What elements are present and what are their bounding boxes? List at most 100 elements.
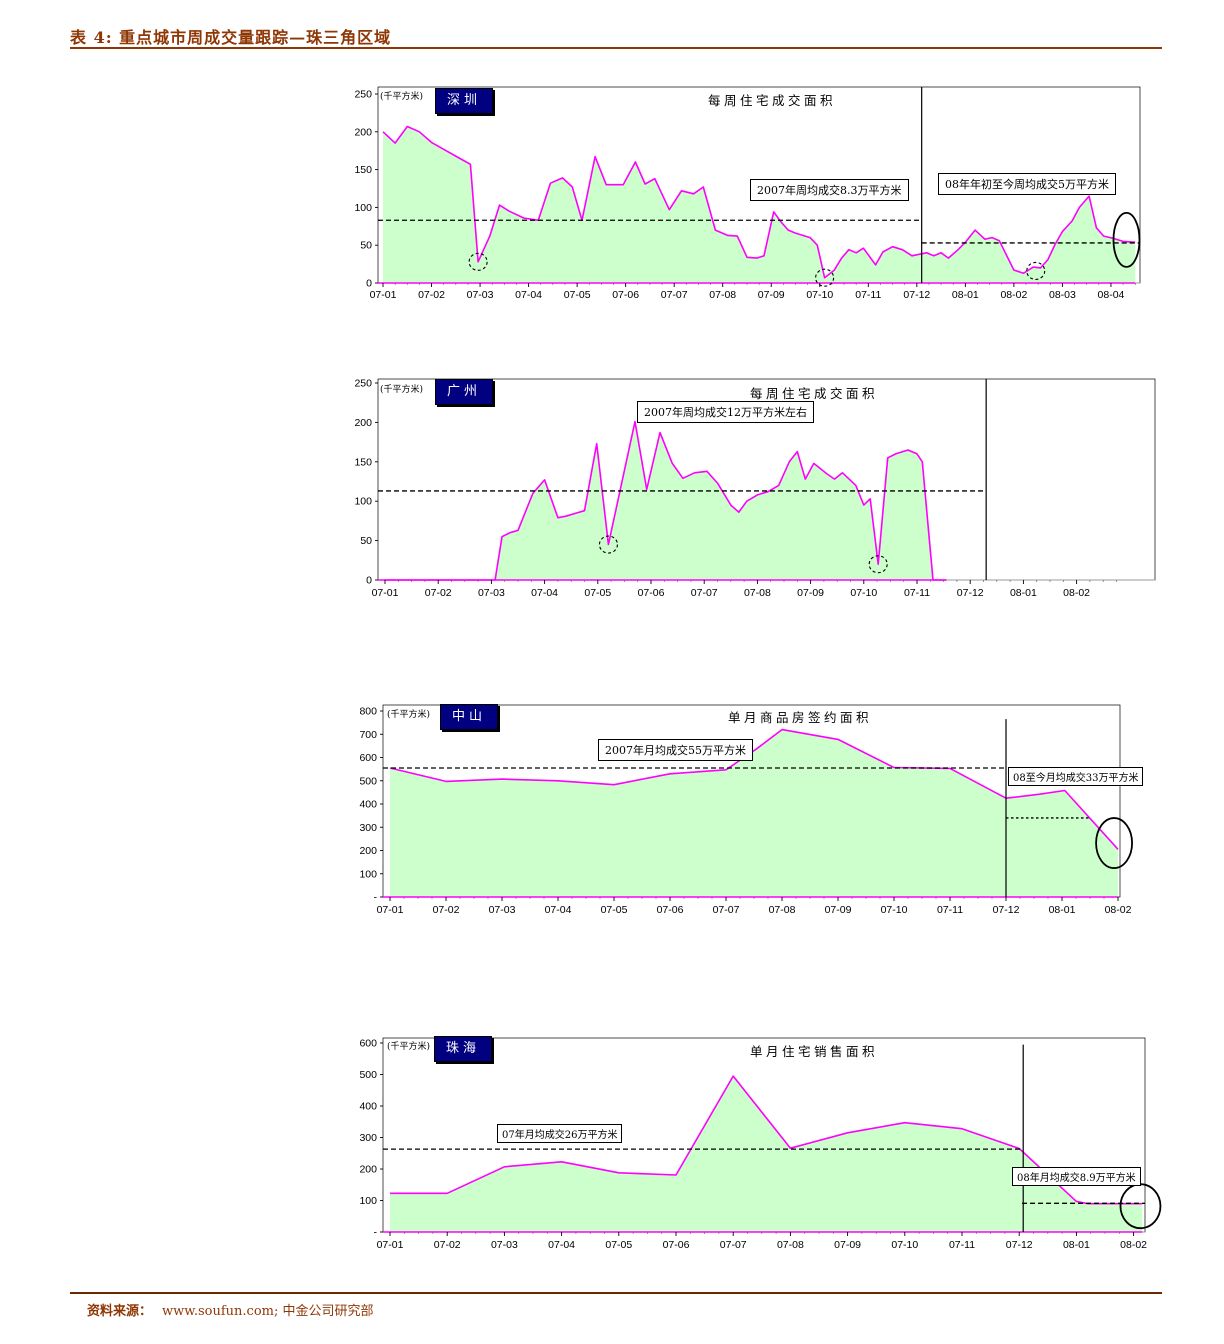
y-axis-unit-label: (千平方米) <box>380 92 424 102</box>
svg-text:08-02: 08-02 <box>1063 587 1090 599</box>
chart-title: 单月商品房签约面积 <box>728 710 873 725</box>
source-line: 资料来源： www.soufun.com; 中金公司研究部 <box>87 1300 374 1319</box>
svg-text:200: 200 <box>354 417 372 429</box>
svg-text:07-07: 07-07 <box>720 1239 747 1251</box>
chart-title: 单月住宅销售面积 <box>750 1044 879 1059</box>
svg-text:50: 50 <box>360 535 372 547</box>
chart-shenzhen-weekly-area: 07-01 07-02 07-03 07-04 07-05 07-06 07-07 07-08… <box>330 85 1170 320</box>
chart-title: 每周住宅成交面积 <box>750 386 879 401</box>
svg-text:250: 250 <box>354 378 372 390</box>
svg-text:07-03: 07-03 <box>467 289 494 301</box>
city-badge-zhuhai: 珠海 <box>434 1036 492 1062</box>
svg-text:07-03: 07-03 <box>489 904 516 916</box>
svg-text:08-01: 08-01 <box>1049 904 1076 916</box>
svg-text:0: 0 <box>366 575 372 587</box>
svg-text:07-10: 07-10 <box>891 1239 918 1251</box>
chart-plot-zhuhai: 07-01 07-02 07-03 07-04 07-05 07-06 07-07 07-08… <box>359 1038 1162 1251</box>
svg-text:07-10: 07-10 <box>850 587 877 599</box>
svg-text:100: 100 <box>359 868 377 880</box>
svg-text:07-04: 07-04 <box>545 904 572 916</box>
svg-text:07-08: 07-08 <box>769 904 796 916</box>
source-label: 资料来源： <box>87 1304 153 1319</box>
svg-text:07-01: 07-01 <box>377 904 404 916</box>
svg-text:150: 150 <box>354 164 372 176</box>
svg-text:250: 250 <box>354 89 372 101</box>
svg-text:07-06: 07-06 <box>612 289 639 301</box>
svg-text:300: 300 <box>359 1132 377 1144</box>
svg-text:07-06: 07-06 <box>663 1239 690 1251</box>
svg-text:07-05: 07-05 <box>564 289 591 301</box>
svg-text:07-05: 07-05 <box>584 587 611 599</box>
svg-text:50: 50 <box>360 240 372 252</box>
svg-text:07-11: 07-11 <box>855 289 881 301</box>
svg-text:500: 500 <box>359 775 377 787</box>
city-badge-zhongshan: 中山 <box>440 704 498 730</box>
svg-text:07-07: 07-07 <box>713 904 740 916</box>
svg-text:07-06: 07-06 <box>638 587 665 599</box>
svg-text:07-05: 07-05 <box>601 904 628 916</box>
svg-text:08-01: 08-01 <box>1010 587 1037 599</box>
svg-text:800: 800 <box>359 706 377 718</box>
svg-text:150: 150 <box>354 456 372 468</box>
svg-text:07-02: 07-02 <box>434 1239 461 1251</box>
svg-text:400: 400 <box>359 799 377 811</box>
city-badge-guangzhou: 广州 <box>435 379 493 405</box>
svg-text:07-11: 07-11 <box>904 587 930 599</box>
title-divider <box>70 47 1162 49</box>
chart-zhongshan-monthly-area: 07-01 07-02 07-03 07-04 07-05 07-06 07-07 07-08… <box>330 697 1170 929</box>
svg-text:-: - <box>374 892 378 904</box>
svg-text:07-12: 07-12 <box>903 289 930 301</box>
chart-plot-zhongshan: 07-01 07-02 07-03 07-04 07-05 07-06 07-07 07-08… <box>359 704 1133 916</box>
svg-text:07-12: 07-12 <box>993 904 1020 916</box>
svg-text:08-02: 08-02 <box>1120 1239 1147 1251</box>
svg-text:07-02: 07-02 <box>418 289 445 301</box>
svg-text:200: 200 <box>359 1164 377 1176</box>
svg-text:08-03: 08-03 <box>1049 289 1076 301</box>
svg-text:07-09: 07-09 <box>797 587 824 599</box>
svg-text:07-11: 07-11 <box>949 1239 975 1251</box>
svg-text:07-03: 07-03 <box>491 1239 518 1251</box>
annotation-2008-monthly-average: 08至今月均成交33万平方米 <box>1008 767 1144 786</box>
svg-text:07-08: 07-08 <box>709 289 736 301</box>
annotation-2007-weekly-average: 2007年周均成交12万平方米左右 <box>637 401 814 423</box>
svg-text:600: 600 <box>359 1038 377 1050</box>
svg-text:07-03: 07-03 <box>478 587 505 599</box>
svg-text:07-05: 07-05 <box>605 1239 632 1251</box>
svg-text:07-08: 07-08 <box>777 1239 804 1251</box>
svg-text:100: 100 <box>354 202 372 214</box>
svg-text:200: 200 <box>359 845 377 857</box>
svg-text:07-02: 07-02 <box>425 587 452 599</box>
svg-text:07-02: 07-02 <box>433 904 460 916</box>
chart-zhuhai-monthly-area: 07-01 07-02 07-03 07-04 07-05 07-06 07-07 07-08… <box>330 1030 1170 1275</box>
svg-text:08-02: 08-02 <box>1105 904 1132 916</box>
svg-text:07-04: 07-04 <box>548 1239 575 1251</box>
svg-text:600: 600 <box>359 752 377 764</box>
svg-text:07-08: 07-08 <box>744 587 771 599</box>
chart-guangzhou-weekly-area: 07-01 07-02 07-03 07-04 07-05 07-06 07-07 07-08… <box>330 375 1170 617</box>
svg-text:08-02: 08-02 <box>1000 289 1027 301</box>
chart-plot-shenzhen: 07-01 07-02 07-03 07-04 07-05 07-06 07-07 07-08… <box>354 86 1141 301</box>
svg-text:100: 100 <box>359 1195 377 1207</box>
svg-text:07-01: 07-01 <box>372 587 399 599</box>
svg-text:08-01: 08-01 <box>1063 1239 1090 1251</box>
y-axis-unit-label: (千平方米) <box>387 710 431 720</box>
svg-text:07-04: 07-04 <box>531 587 558 599</box>
svg-text:07-10: 07-10 <box>806 289 833 301</box>
annotation-2008-weekly-average: 08年年初至今周均成交5万平方米 <box>938 173 1116 195</box>
svg-text:07-07: 07-07 <box>661 289 688 301</box>
svg-text:07-01: 07-01 <box>377 1239 404 1251</box>
chart-title: 每周住宅成交面积 <box>708 93 837 108</box>
svg-text:07-11: 07-11 <box>937 904 963 916</box>
svg-text:07-09: 07-09 <box>825 904 852 916</box>
svg-text:08-01: 08-01 <box>952 289 979 301</box>
annotation-2007-monthly-average: 07年月均成交26万平方米 <box>497 1124 623 1143</box>
svg-text:300: 300 <box>359 822 377 834</box>
svg-text:07-07: 07-07 <box>691 587 718 599</box>
svg-text:500: 500 <box>359 1069 377 1081</box>
page-title: 表 4: 重点城市周成交量跟踪—珠三角区域 <box>70 28 392 47</box>
svg-text:700: 700 <box>359 729 377 741</box>
annotation-2007-monthly-average: 2007年月均成交55万平方米 <box>598 739 753 761</box>
chart-plot-guangzhou: 07-01 07-02 07-03 07-04 07-05 07-06 07-07 07-08… <box>354 378 1156 599</box>
annotation-2007-weekly-average: 2007年周均成交8.3万平方米 <box>750 179 909 201</box>
